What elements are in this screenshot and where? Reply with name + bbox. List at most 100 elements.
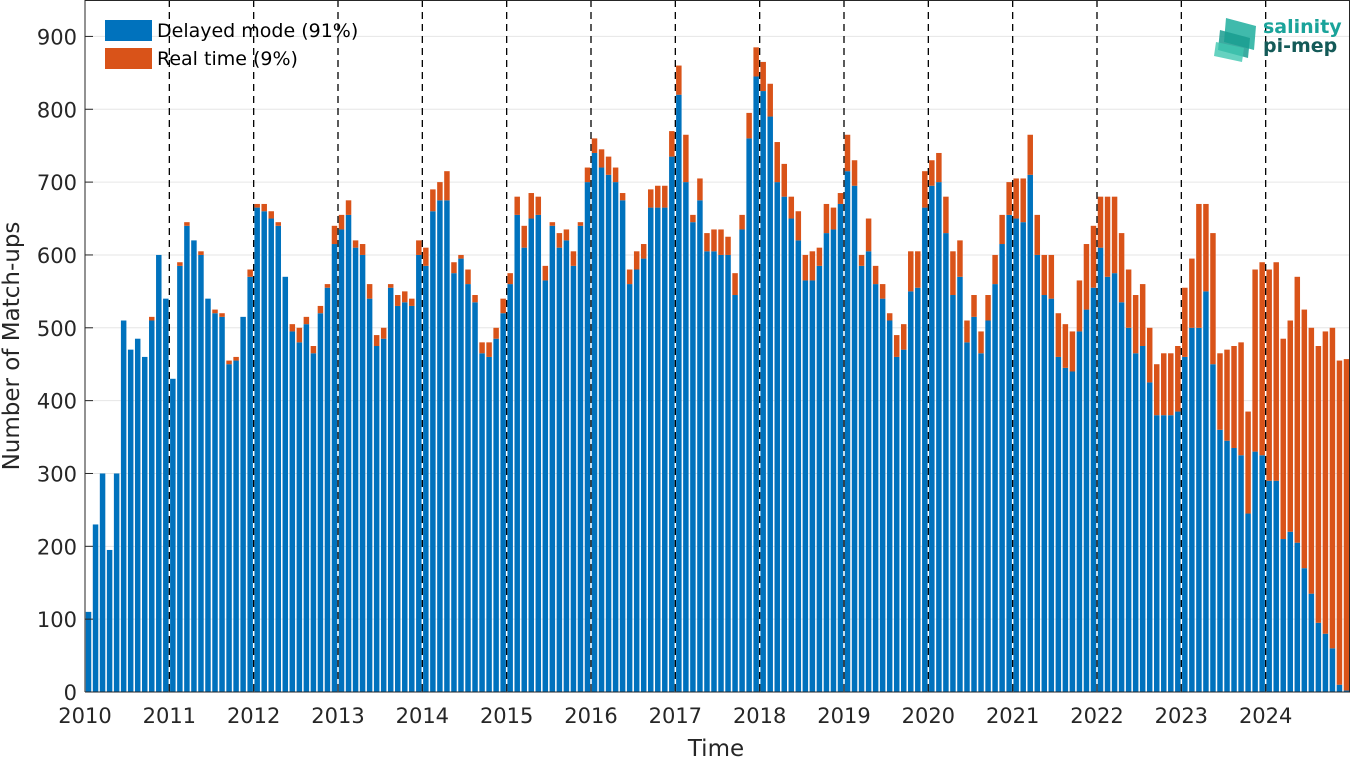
y-tick-label-500: 500: [37, 317, 77, 341]
x-tick-label-2018: 2018: [733, 704, 786, 728]
bar-realtime-58: [493, 327, 499, 339]
bar-delayed-32: [310, 353, 317, 692]
bar-realtime-157: [1189, 258, 1195, 328]
bar-realtime-113: [879, 284, 886, 299]
bar-delayed-41: [373, 346, 380, 692]
bar-delayed-139: [1062, 367, 1069, 692]
bar-delayed-126: [971, 316, 977, 692]
x-tick-label-2013: 2013: [311, 704, 364, 728]
bar-realtime-173: [1301, 309, 1308, 569]
bar-realtime-143: [1090, 225, 1097, 288]
bar-realtime-48: [423, 247, 429, 266]
y-tick-label-300: 300: [37, 462, 77, 486]
bar-delayed-105: [823, 233, 830, 693]
bar-realtime-74: [605, 156, 612, 175]
bar-realtime-104: [816, 247, 823, 266]
bar-delayed-123: [950, 295, 956, 692]
bar-delayed-63: [528, 218, 535, 693]
bar-realtime-33: [317, 305, 324, 314]
bar-realtime-174: [1308, 327, 1315, 594]
bar-realtime-115: [893, 335, 900, 357]
y-tick-label-900: 900: [37, 25, 77, 49]
bar-realtime-170: [1280, 338, 1286, 540]
bar-delayed-59: [500, 313, 506, 692]
bar-delayed-56: [479, 353, 485, 692]
bar-delayed-166: [1252, 451, 1258, 692]
bar-delayed-103: [809, 280, 816, 692]
bar-delayed-148: [1125, 327, 1132, 692]
bar-realtime-128: [985, 295, 991, 321]
bar-delayed-11: [163, 298, 169, 692]
bar-delayed-45: [402, 302, 408, 692]
bar-delayed-17: [205, 298, 211, 692]
bar-realtime-156: [1182, 287, 1188, 357]
bar-delayed-99: [781, 196, 788, 692]
bar-delayed-131: [1006, 214, 1012, 692]
legend-swatch-realtime: [105, 48, 152, 69]
bar-realtime-162: [1224, 349, 1230, 441]
bar-realtime-132: [1013, 178, 1019, 219]
bar-delayed-155: [1175, 411, 1181, 692]
bar-delayed-9: [149, 320, 155, 692]
bar-realtime-43: [387, 284, 394, 288]
bar-delayed-29: [289, 331, 296, 692]
bar-delayed-42: [380, 338, 387, 692]
bar-delayed-173: [1301, 568, 1308, 692]
bar-delayed-85: [683, 182, 689, 692]
bar-realtime-140: [1069, 331, 1076, 372]
bar-realtime-176: [1322, 331, 1329, 634]
bar-realtime-47: [416, 240, 422, 255]
bar-delayed-87: [697, 200, 703, 692]
bar-realtime-164: [1238, 342, 1244, 456]
bar-realtime-121: [936, 152, 942, 183]
bar-realtime-49: [430, 189, 436, 212]
bar-realtime-125: [964, 320, 970, 343]
bar-realtime-98: [774, 142, 780, 183]
bar-realtime-131: [1006, 182, 1012, 215]
bar-delayed-168: [1266, 480, 1272, 692]
bar-realtime-26: [268, 211, 274, 219]
bar-realtime-101: [795, 211, 802, 241]
bar-delayed-96: [760, 91, 766, 693]
x-tick-label-2023: 2023: [1155, 704, 1208, 728]
bar-realtime-57: [486, 342, 492, 357]
bar-realtime-171: [1287, 320, 1294, 532]
bar-realtime-109: [851, 160, 858, 186]
bar-delayed-167: [1259, 455, 1265, 692]
bar-realtime-86: [690, 214, 696, 223]
bar-realtime-93: [739, 214, 745, 230]
bar-delayed-117: [908, 291, 914, 692]
bar-realtime-30: [296, 327, 303, 343]
bar-delayed-30: [296, 342, 303, 692]
bar-delayed-18: [212, 313, 218, 692]
bar-delayed-43: [387, 287, 394, 692]
bar-delayed-143: [1090, 287, 1097, 692]
x-tick-label-2012: 2012: [227, 704, 280, 728]
bar-realtime-146: [1111, 196, 1118, 274]
bar-delayed-37: [345, 214, 352, 692]
bar-realtime-70: [577, 222, 584, 226]
x-tick-label-2011: 2011: [143, 704, 196, 728]
bar-delayed-22: [240, 316, 246, 692]
bar-delayed-69: [570, 265, 577, 692]
bar-realtime-9: [149, 316, 155, 321]
bar-realtime-91: [725, 236, 731, 255]
bar-delayed-80: [647, 207, 654, 692]
x-tick-label-2020: 2020: [902, 704, 955, 728]
bar-realtime-64: [535, 196, 542, 215]
bar-realtime-88: [704, 233, 710, 252]
bar-realtime-79: [640, 244, 647, 259]
bar-realtime-29: [289, 324, 296, 332]
bar-realtime-117: [908, 251, 914, 292]
bar-delayed-75: [612, 182, 619, 692]
bar-realtime-78: [633, 251, 640, 270]
bar-realtime-120: [929, 160, 935, 186]
x-tick-labels: 2010 2011 2012 2013 2014 2015 2016 2017 2018 2019…: [58, 704, 1292, 728]
bar-delayed-100: [788, 218, 795, 693]
bar-delayed-102: [802, 280, 809, 692]
bar-realtime-123: [950, 251, 956, 296]
bar-realtime-54: [465, 269, 471, 285]
bar-delayed-94: [746, 138, 752, 692]
bar-delayed-91: [725, 254, 731, 692]
bar-delayed-157: [1189, 327, 1195, 692]
